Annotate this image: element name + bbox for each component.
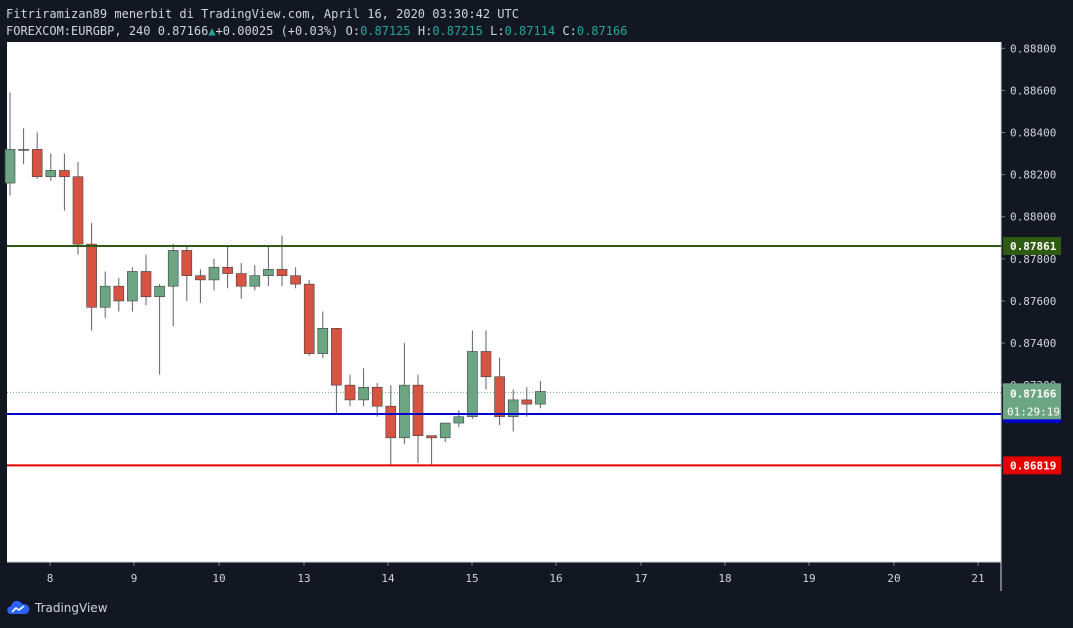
y-tick-label: 0.87800 xyxy=(1010,253,1056,266)
close-label: C: xyxy=(562,24,577,38)
x-tick-label: 16 xyxy=(549,572,562,585)
candle-down xyxy=(303,283,315,354)
x-tick-label: 18 xyxy=(718,572,731,585)
candle-up xyxy=(45,170,57,178)
y-tick-label: 0.88600 xyxy=(1010,84,1056,97)
candle-down xyxy=(195,275,206,281)
brand-label: TradingView xyxy=(35,601,108,615)
candle-up xyxy=(439,422,451,439)
candle-down xyxy=(181,250,193,276)
y-tick-label: 0.88800 xyxy=(1010,42,1056,55)
candle-up xyxy=(249,275,261,287)
bar-countdown-label: 01:29:19 xyxy=(1007,405,1060,418)
candle-up xyxy=(4,149,16,184)
candle-down xyxy=(385,405,397,439)
candle-down xyxy=(426,435,437,439)
candle-down xyxy=(331,328,342,386)
open-value: 0.87125 xyxy=(360,24,411,38)
price-line-label: 0.86819 xyxy=(1010,459,1056,472)
current-price-label-bg xyxy=(1003,383,1061,420)
candle-up xyxy=(535,391,546,405)
candle-down xyxy=(86,243,97,308)
candle-down xyxy=(412,384,424,436)
candle-down xyxy=(494,376,505,418)
x-tick-label: 10 xyxy=(212,572,225,585)
x-tick-label: 21 xyxy=(971,572,984,585)
candle-down xyxy=(59,170,70,178)
candle-up xyxy=(399,384,410,439)
y-tick-label: 0.88400 xyxy=(1010,127,1056,140)
low-value: 0.87114 xyxy=(504,24,556,38)
x-tick-label: 13 xyxy=(297,572,310,585)
x-tick-label: 19 xyxy=(802,572,815,585)
candle-up xyxy=(317,328,329,354)
candle-up xyxy=(358,386,369,401)
price-change: +0.00025 (+0.03%) xyxy=(215,24,339,38)
candle-up xyxy=(154,285,165,298)
symbol-info-line: FOREXCOM:EURGBP, 240 0.87166▲+0.00025 (+… xyxy=(6,24,627,38)
candle-down xyxy=(290,275,301,285)
candle-down xyxy=(480,351,492,378)
high-value: 0.87215 xyxy=(432,24,483,38)
tradingview-logo[interactable]: TradingView xyxy=(6,600,108,616)
candle-up xyxy=(167,250,179,287)
candle-up xyxy=(99,285,111,308)
candle-down xyxy=(140,271,152,298)
chart-header: Fitriramizan89 menerbit di TradingView.c… xyxy=(0,0,1073,42)
open-label: O: xyxy=(345,24,361,38)
x-tick-label: 17 xyxy=(634,572,647,585)
candle-down xyxy=(113,285,125,302)
candle-down xyxy=(235,273,247,287)
up-triangle-icon: ▲ xyxy=(208,24,216,38)
tradingview-cloud-icon xyxy=(7,600,30,614)
x-tick-label: 15 xyxy=(465,572,478,585)
publish-info: Fitriramizan89 menerbit di TradingView.c… xyxy=(6,7,519,21)
candle-up xyxy=(507,399,519,418)
x-tick-label: 8 xyxy=(47,572,54,585)
price-line-label-bg xyxy=(1003,237,1061,255)
candle-down xyxy=(344,384,356,401)
candle-up xyxy=(467,351,478,418)
symbol-label[interactable]: FOREXCOM:EURGBP, 240 xyxy=(6,24,151,38)
plot-area xyxy=(7,42,1001,562)
candle-up xyxy=(263,269,274,276)
candle-up xyxy=(18,149,29,151)
last-price: 0.87166 xyxy=(157,24,209,38)
x-tick-label: 20 xyxy=(887,572,900,585)
candle-down xyxy=(72,176,84,245)
candle-down xyxy=(521,399,533,405)
x-tick-label: 9 xyxy=(131,572,138,585)
current-price-label: 0.87166 xyxy=(1010,387,1057,400)
candle-down xyxy=(31,149,43,178)
price-line-label: 0.87861 xyxy=(1010,240,1057,253)
x-tick-label: 14 xyxy=(381,572,395,585)
y-tick-label: 0.88000 xyxy=(1010,211,1056,224)
close-value: 0.87166 xyxy=(576,24,628,38)
y-tick-label: 0.87400 xyxy=(1010,337,1056,350)
candle-down xyxy=(222,266,233,274)
candle-up xyxy=(453,416,465,424)
y-tick-label: 0.87600 xyxy=(1010,295,1056,308)
candle-up xyxy=(208,266,220,281)
candle-down xyxy=(371,386,383,407)
candle-down xyxy=(276,269,288,276)
candle-up xyxy=(127,271,138,302)
low-label: L: xyxy=(490,24,505,38)
price-line-label-bg xyxy=(1003,456,1061,475)
high-label: H: xyxy=(417,24,433,38)
y-tick-label: 0.88200 xyxy=(1010,169,1056,182)
